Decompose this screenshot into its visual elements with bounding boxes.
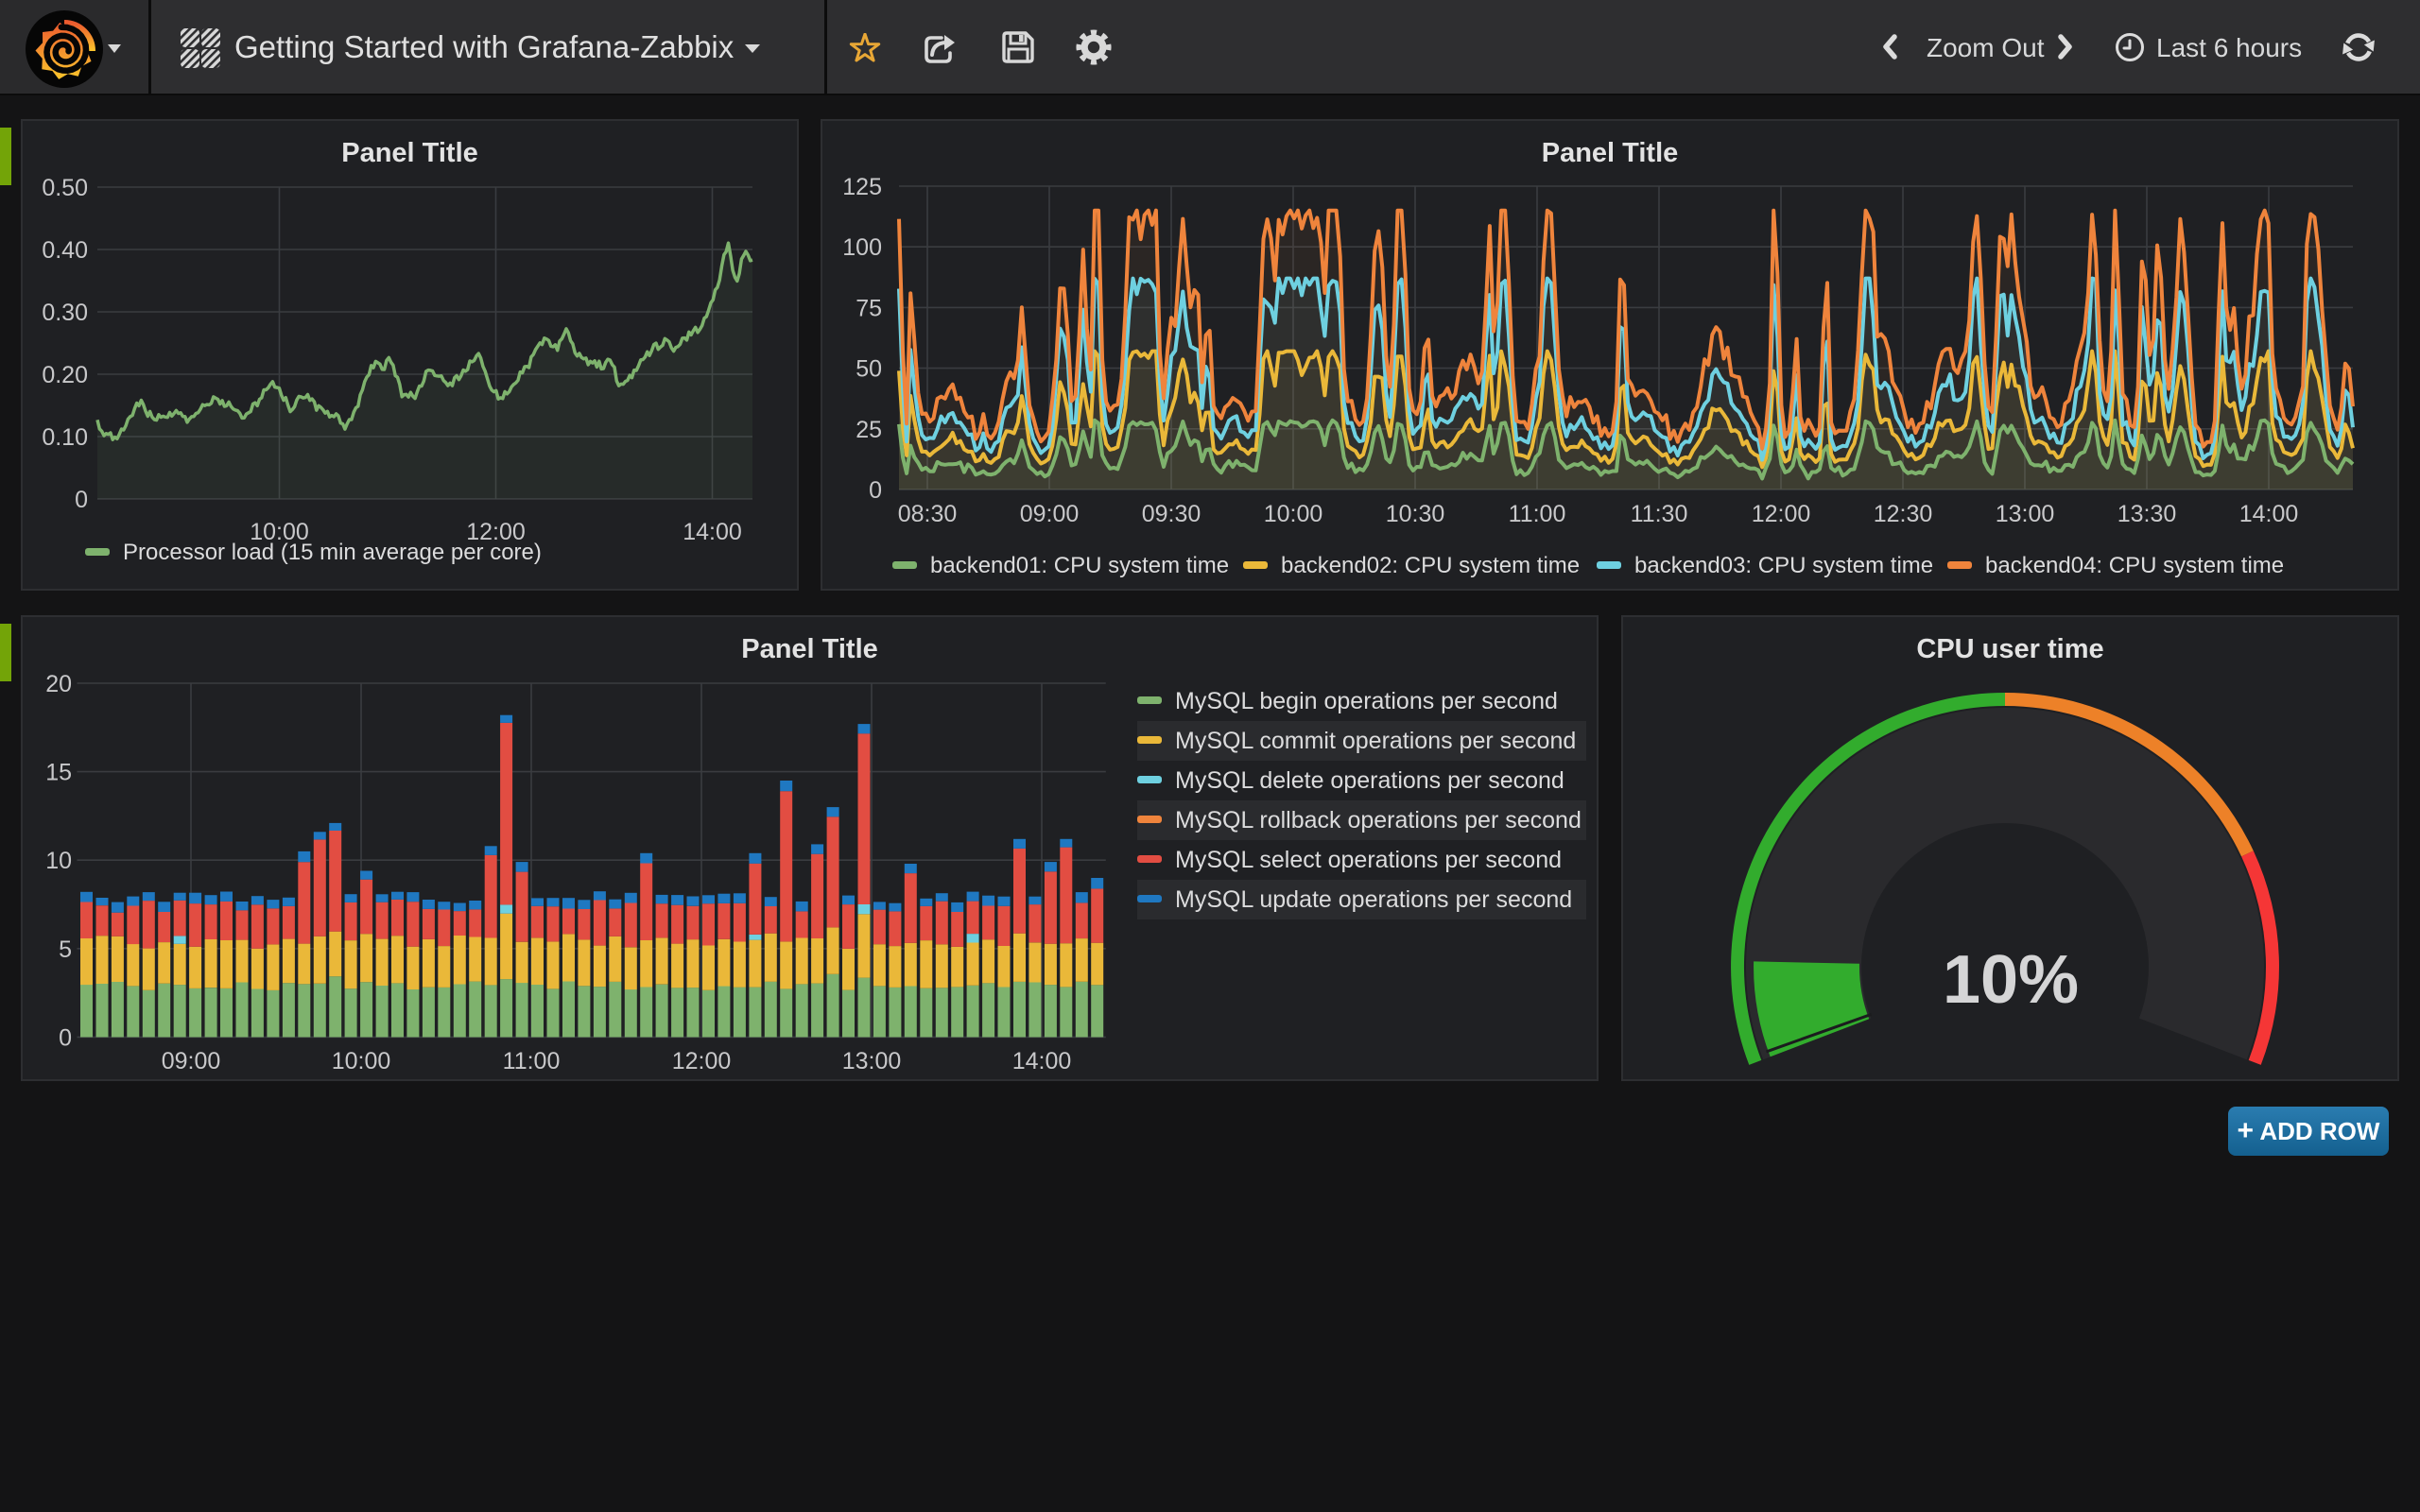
svg-text:10:00: 10:00: [250, 519, 309, 545]
svg-text:0.50: 0.50: [42, 175, 88, 201]
svg-text:12:00: 12:00: [672, 1048, 732, 1074]
svg-text:0: 0: [59, 1024, 72, 1051]
svg-text:125: 125: [842, 174, 882, 200]
svg-text:0.30: 0.30: [42, 300, 88, 326]
svg-text:09:00: 09:00: [162, 1048, 221, 1074]
svg-text:0: 0: [869, 477, 882, 504]
svg-text:12:30: 12:30: [1874, 501, 1933, 527]
svg-text:13:30: 13:30: [2118, 501, 2177, 527]
svg-text:14:00: 14:00: [2239, 501, 2299, 527]
svg-text:09:30: 09:30: [1142, 501, 1201, 527]
svg-text:10:00: 10:00: [332, 1048, 391, 1074]
svg-text:13:00: 13:00: [842, 1048, 902, 1074]
svg-text:09:00: 09:00: [1020, 501, 1080, 527]
svg-text:0.40: 0.40: [42, 237, 88, 264]
svg-text:100: 100: [842, 234, 882, 261]
svg-text:10:30: 10:30: [1386, 501, 1445, 527]
svg-text:50: 50: [856, 356, 882, 383]
svg-text:0.20: 0.20: [42, 362, 88, 388]
svg-text:10%: 10%: [1943, 942, 2079, 1018]
svg-text:25: 25: [856, 417, 882, 443]
svg-text:11:00: 11:00: [1509, 501, 1566, 527]
svg-text:12:00: 12:00: [466, 519, 526, 545]
svg-text:5: 5: [59, 936, 72, 963]
svg-text:10: 10: [45, 848, 72, 874]
svg-text:20: 20: [45, 671, 72, 697]
svg-text:12:00: 12:00: [1752, 501, 1811, 527]
svg-text:11:30: 11:30: [1631, 501, 1688, 527]
svg-text:0.10: 0.10: [42, 424, 88, 451]
svg-text:75: 75: [856, 295, 882, 321]
svg-text:08:30: 08:30: [898, 501, 958, 527]
svg-text:0: 0: [75, 487, 88, 513]
svg-text:13:00: 13:00: [1996, 501, 2055, 527]
svg-text:11:00: 11:00: [503, 1048, 561, 1074]
svg-text:15: 15: [45, 760, 72, 786]
svg-text:14:00: 14:00: [1012, 1048, 1072, 1074]
svg-text:14:00: 14:00: [683, 519, 742, 545]
svg-text:10:00: 10:00: [1264, 501, 1323, 527]
